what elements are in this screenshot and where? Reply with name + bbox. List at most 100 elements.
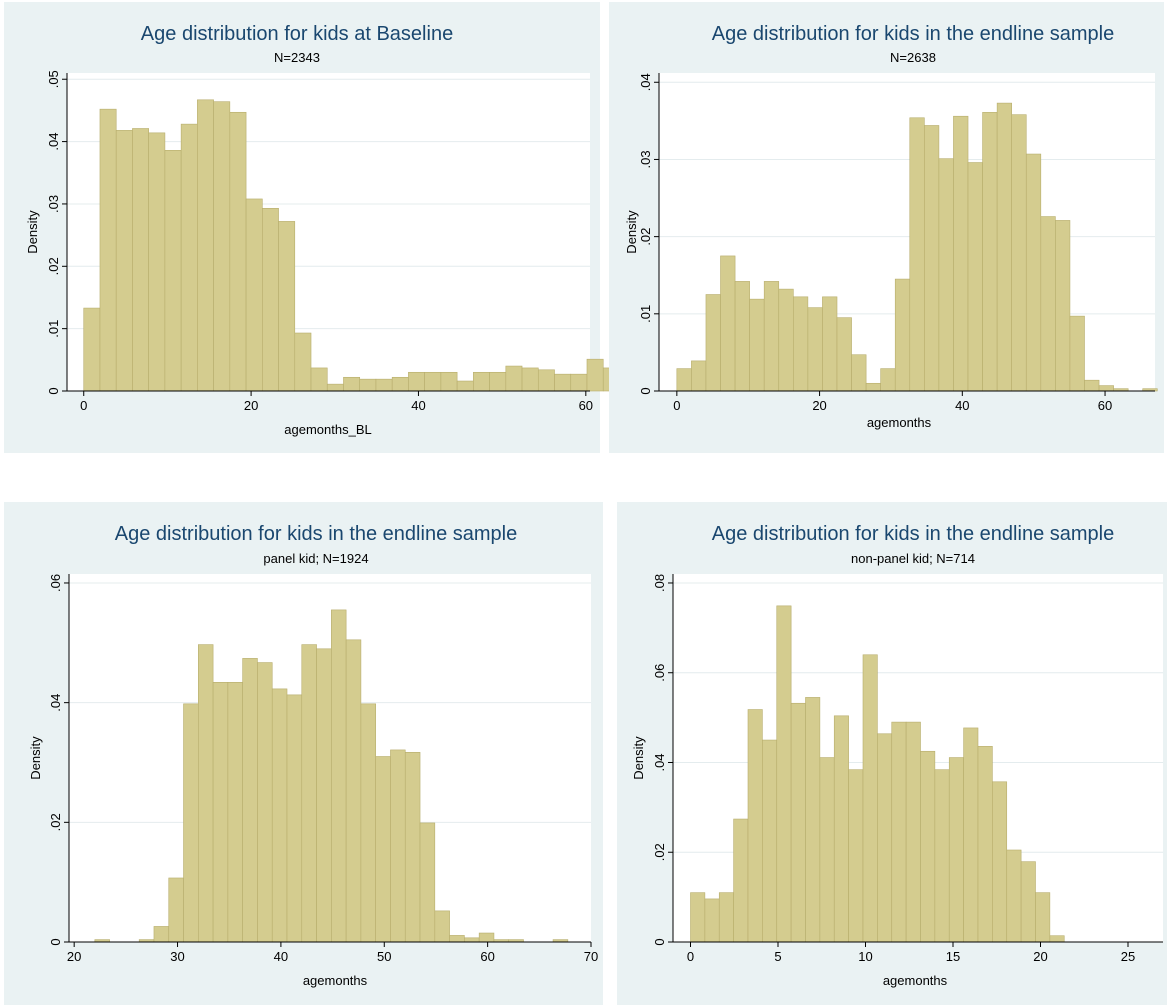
y-tick-label: .03 — [46, 195, 61, 213]
histogram-bar — [359, 378, 377, 392]
histogram-bar — [704, 898, 720, 943]
histogram-bar — [938, 158, 954, 392]
histogram-bar — [848, 769, 864, 943]
chart-subtitle: panel kid; N=1924 — [263, 551, 368, 566]
histogram-bar — [586, 358, 604, 392]
x-tick-label: 70 — [584, 949, 598, 964]
y-tick-label: .04 — [652, 753, 667, 771]
x-tick-label: 50 — [377, 949, 391, 964]
histogram-bar — [391, 376, 409, 392]
y-axis-label: Density — [624, 210, 639, 254]
histogram-bar — [953, 115, 969, 392]
y-tick-label: .06 — [652, 664, 667, 682]
y-axis-label: Density — [631, 736, 646, 780]
histogram-bar — [262, 208, 279, 392]
histogram-bar — [1069, 315, 1085, 392]
histogram-bar — [776, 605, 792, 943]
histogram-bar — [920, 750, 936, 943]
histogram-bar — [286, 694, 303, 943]
histogram-bar — [164, 150, 182, 392]
histogram-bar — [1025, 153, 1042, 392]
histogram-bar — [245, 198, 263, 392]
x-tick-label: 60 — [579, 398, 593, 413]
histogram-bar — [343, 376, 361, 392]
histogram-bar — [464, 937, 480, 943]
y-axis-label: Density — [28, 736, 43, 780]
histogram-bar — [691, 360, 707, 392]
histogram-bar — [819, 757, 835, 943]
x-axis-label: agemonths — [883, 973, 948, 988]
histogram-bar — [1035, 892, 1051, 943]
histogram-bar — [963, 727, 979, 943]
histogram-bar — [434, 910, 450, 943]
histogram-bar — [440, 371, 458, 392]
histogram-bar — [718, 892, 734, 943]
chart-panel-panel-kids: 0 .02 .04 .06 20 30 40 50 60 70 Age distribution … — [4, 502, 603, 1005]
histogram-bar — [894, 278, 911, 392]
histogram-bar — [408, 371, 425, 392]
plot-area: 0 .02 .04 .06 .08 0 5 10 15 20 25 — [652, 574, 1163, 964]
x-axis-label: agemonths_BL — [284, 422, 371, 437]
x-tick-label: 5 — [774, 949, 781, 964]
histogram-bar — [996, 102, 1012, 392]
y-tick-label: 0 — [638, 387, 653, 394]
y-tick-label: .01 — [46, 320, 61, 338]
histogram-bar — [676, 368, 692, 392]
x-tick-label: 0 — [673, 398, 680, 413]
histogram-bar — [905, 721, 921, 943]
histogram-bar — [345, 639, 362, 943]
chart-panel-endline: 0 .01 .02 .03 .04 0 20 40 60 Age distribution fo… — [609, 2, 1164, 453]
histogram-bar — [168, 877, 184, 943]
histogram-bar — [948, 757, 964, 943]
histogram-bar — [862, 654, 878, 943]
histogram-bar — [360, 703, 376, 943]
y-tick-label: .02 — [48, 813, 63, 831]
histogram-bar — [891, 721, 907, 943]
y-tick-label: .01 — [638, 305, 653, 323]
histogram-bar — [570, 373, 588, 392]
histogram-bar — [375, 756, 391, 943]
plot-area: 0 .01 .02 .03 .04 0 20 40 60 — [638, 73, 1158, 413]
histogram-bar — [1020, 861, 1036, 943]
histogram-bar — [734, 281, 750, 392]
histogram-bar — [242, 658, 258, 943]
histogram-bar — [1098, 385, 1114, 392]
histogram-bar — [537, 369, 555, 392]
histogram-bar — [301, 644, 317, 943]
y-tick-label: 0 — [652, 938, 667, 945]
y-tick-label: .04 — [48, 694, 63, 712]
histogram-bar — [833, 715, 849, 943]
histogram-bar — [198, 644, 214, 943]
histogram-bar — [310, 367, 328, 392]
x-tick-label: 20 — [1033, 949, 1047, 964]
histogram-bar — [271, 688, 288, 943]
y-tick-label: .02 — [652, 843, 667, 861]
histogram-bar — [148, 132, 166, 392]
histogram-bar — [213, 101, 231, 392]
chart-title: Age distribution for kids in the endline… — [712, 23, 1114, 45]
histogram-bar — [326, 383, 344, 392]
x-tick-label: 20 — [812, 398, 826, 413]
histogram-bar — [331, 609, 347, 943]
histogram-bar — [763, 281, 780, 392]
histogram-bar — [836, 317, 852, 392]
histogram-bar — [880, 368, 896, 392]
histogram-bar — [705, 294, 721, 392]
histogram-bar — [1084, 379, 1100, 392]
histogram-bar — [807, 307, 823, 392]
histogram-bar — [967, 162, 983, 392]
histogram-bar — [278, 221, 296, 392]
x-tick-label: 40 — [411, 398, 425, 413]
histogram-bar — [456, 380, 474, 392]
x-tick-label: 60 — [480, 949, 494, 964]
y-tick-label: .08 — [652, 574, 667, 592]
histogram-bar — [1055, 220, 1071, 392]
histogram-bar — [778, 288, 794, 392]
histogram-bar — [977, 746, 993, 943]
histogram-bar — [99, 108, 117, 392]
y-tick-label: .02 — [638, 228, 653, 246]
chart-title: Age distribution for kids in the endline… — [115, 523, 517, 545]
x-tick-label: 0 — [687, 949, 694, 964]
y-tick-label: 0 — [48, 938, 63, 945]
histogram-bar — [489, 371, 507, 392]
